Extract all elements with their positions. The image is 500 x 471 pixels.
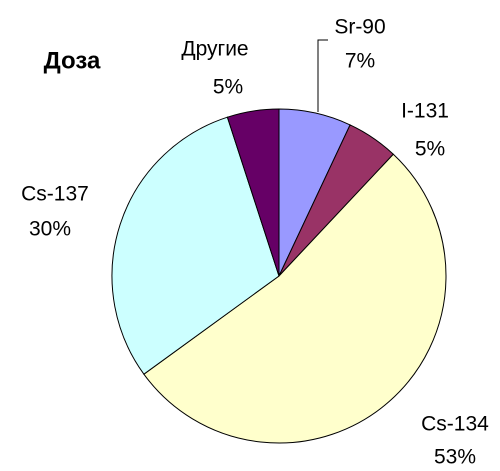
slice-label: Sr-90	[334, 16, 385, 39]
pie-slice	[226, 108, 280, 277]
slice-value-label: 7%	[345, 50, 375, 73]
slice-label: Cs-134	[421, 413, 489, 436]
slice-label: I-131	[401, 100, 449, 123]
slice-label: Другие	[181, 38, 248, 61]
pie-slice	[111, 116, 280, 375]
slice-value-label: 5%	[415, 138, 445, 161]
leader-line	[317, 39, 328, 112]
chart-title: Доза	[44, 47, 101, 74]
slice-value-label: 30%	[29, 218, 71, 241]
slice-label: Cs-137	[21, 183, 89, 206]
slice-value-label: 5%	[213, 76, 243, 99]
slice-value-label: 53%	[434, 446, 476, 469]
pie-slice	[143, 153, 447, 444]
